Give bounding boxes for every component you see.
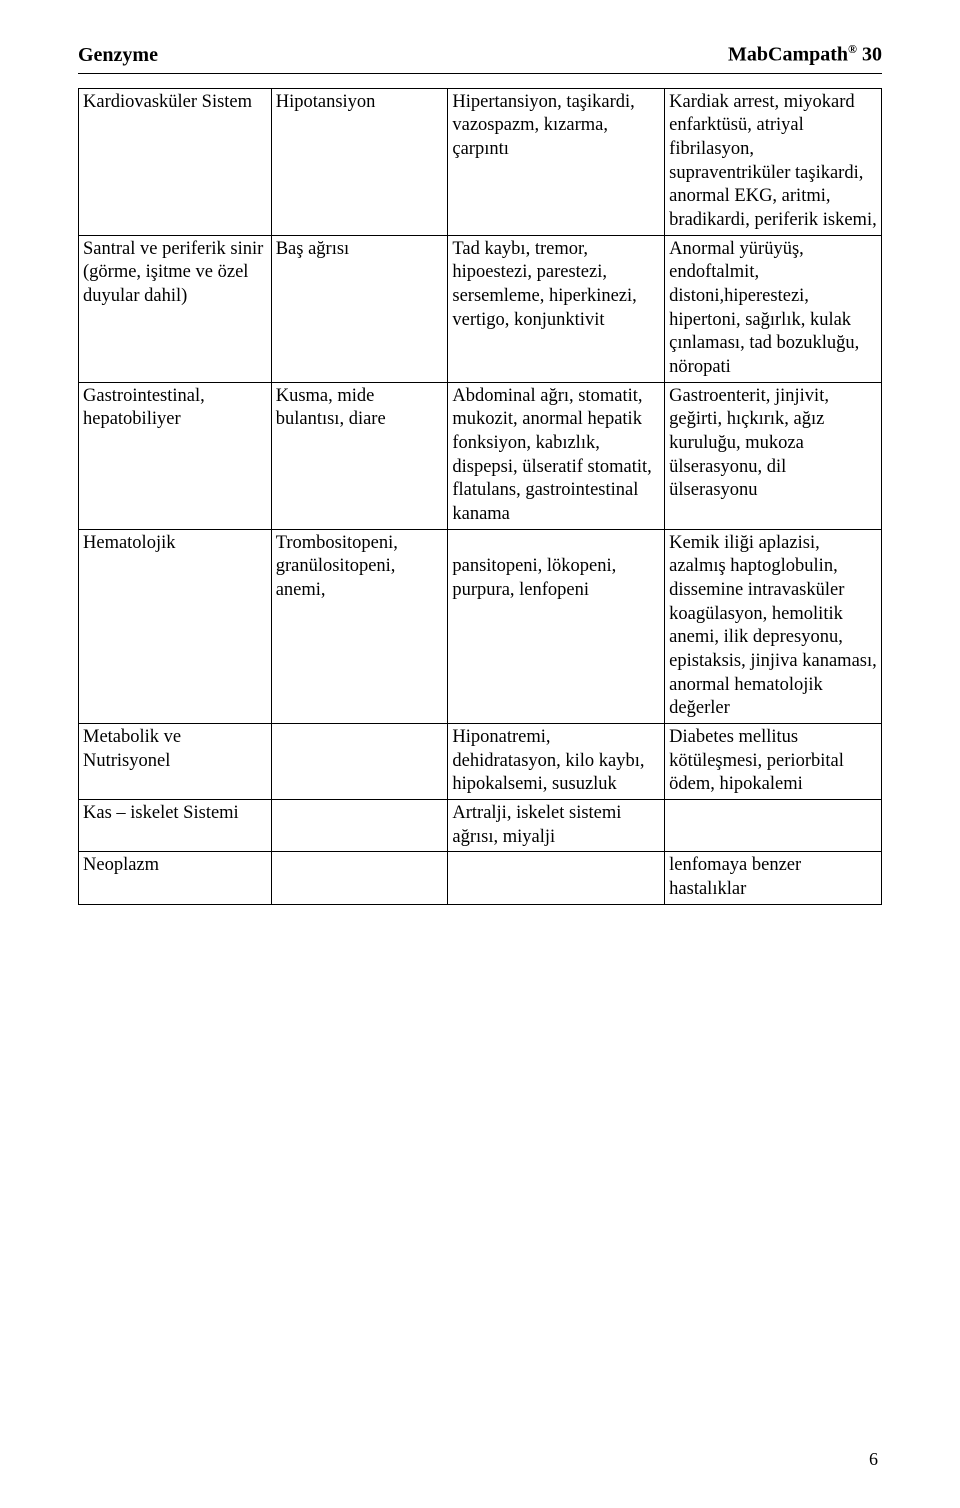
cell-col2 <box>271 800 448 852</box>
adverse-effects-table: Kardiovasküler Sistem Hipotansiyon Hiper… <box>78 88 882 905</box>
cell-col4: Diabetes mellitus kötüleşmesi, periorbit… <box>665 724 882 800</box>
cell-col2: Baş ağrısı <box>271 235 448 382</box>
cell-col4 <box>665 800 882 852</box>
cell-col4: Gastroenterit, jinjivit, geğirti, hıçkır… <box>665 382 882 529</box>
cell-system: Hematolojik <box>79 529 272 723</box>
cell-col4: lenfomaya benzer hastalıklar <box>665 852 882 904</box>
cell-system: Neoplazm <box>79 852 272 904</box>
table-row: Metabolik ve Nutrisyonel Hiponatremi, de… <box>79 724 882 800</box>
cell-col2 <box>271 852 448 904</box>
cell-col3 <box>448 852 665 904</box>
cell-col2 <box>271 724 448 800</box>
table-body: Kardiovasküler Sistem Hipotansiyon Hiper… <box>79 88 882 904</box>
cell-col4: Anormal yürüyüş, endoftalmit, distoni,hi… <box>665 235 882 382</box>
cell-col3: Abdominal ağrı, stomatit, mukozit, anorm… <box>448 382 665 529</box>
cell-system: Kas – iskelet Sistemi <box>79 800 272 852</box>
table-row: Santral ve periferik sinir (görme, işitm… <box>79 235 882 382</box>
table-row: Gastrointestinal, hepatobiliyer Kusma, m… <box>79 382 882 529</box>
cell-col3: pansitopeni, lökopeni, purpura, lenfopen… <box>448 529 665 723</box>
header-left: Genzyme <box>78 44 158 67</box>
table-row: Hematolojik Trombositopeni, granülositop… <box>79 529 882 723</box>
cell-col2: Hipotansiyon <box>271 88 448 235</box>
table-row: Kardiovasküler Sistem Hipotansiyon Hiper… <box>79 88 882 235</box>
page: Genzyme MabCampath® 30 Kardiovasküler Si… <box>0 0 960 1508</box>
header-right: MabCampath® 30 <box>728 42 882 67</box>
cell-col3: Hiponatremi, dehidratasyon, kilo kaybı, … <box>448 724 665 800</box>
page-header: Genzyme MabCampath® 30 <box>78 42 882 67</box>
header-num: 30 <box>857 44 882 66</box>
header-reg: ® <box>848 42 857 56</box>
cell-col3: Hipertansiyon, taşikardi, vazospazm, kız… <box>448 88 665 235</box>
table-row: Kas – iskelet Sistemi Artralji, iskelet … <box>79 800 882 852</box>
cell-col3: Artralji, iskelet sistemi ağrısı, miyalj… <box>448 800 665 852</box>
cell-col4: Kemik iliği aplazisi, azalmış haptoglobu… <box>665 529 882 723</box>
cell-col2: Kusma, mide bulantısı, diare <box>271 382 448 529</box>
cell-col3: Tad kaybı, tremor, hipoestezi, parestezi… <box>448 235 665 382</box>
cell-system: Gastrointestinal, hepatobiliyer <box>79 382 272 529</box>
header-brand: MabCampath <box>728 44 848 66</box>
cell-system: Santral ve periferik sinir (görme, işitm… <box>79 235 272 382</box>
cell-system: Metabolik ve Nutrisyonel <box>79 724 272 800</box>
cell-system: Kardiovasküler Sistem <box>79 88 272 235</box>
header-divider <box>78 73 882 74</box>
cell-col4: Kardiak arrest, miyokard enfarktüsü, atr… <box>665 88 882 235</box>
cell-col2: Trombositopeni, granülositopeni, anemi, <box>271 529 448 723</box>
page-number: 6 <box>869 1449 878 1470</box>
table-row: Neoplazm lenfomaya benzer hastalıklar <box>79 852 882 904</box>
